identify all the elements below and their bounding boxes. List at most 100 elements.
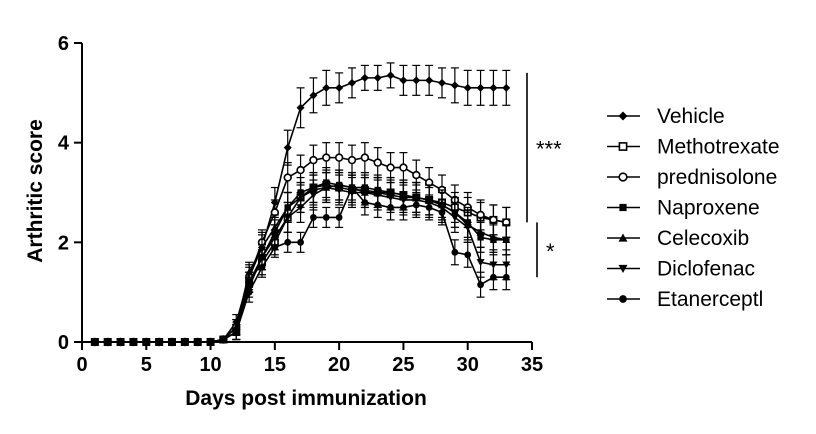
y-tick-label: 6	[58, 33, 69, 55]
legend-label: Etanerceptl	[657, 288, 763, 311]
data-point	[373, 158, 382, 167]
legend-marker	[618, 172, 628, 182]
x-tick-label: 20	[328, 354, 350, 376]
data-point	[477, 281, 484, 289]
data-point	[207, 338, 214, 346]
data-point	[117, 338, 124, 346]
data-point	[425, 204, 433, 211]
x-tick-label: 10	[199, 354, 221, 376]
data-point	[360, 73, 369, 82]
data-point	[463, 83, 472, 92]
y-tick-label: 4	[58, 133, 70, 155]
data-point	[322, 83, 331, 92]
legend-marker	[618, 111, 628, 121]
data-point	[373, 73, 382, 82]
legend-marker	[619, 295, 627, 303]
data-point	[220, 336, 227, 343]
data-point	[386, 163, 395, 172]
data-point	[502, 83, 511, 92]
data-point	[412, 201, 420, 209]
data-point	[476, 259, 485, 267]
data-point	[271, 243, 279, 251]
y-tick-label: 2	[58, 232, 69, 254]
legend: Vehicle Methotrexate prednisolone Naproxene…	[607, 105, 780, 311]
data-point	[348, 184, 356, 191]
data-point	[451, 248, 459, 256]
legend-marker	[618, 142, 628, 151]
data-point	[296, 204, 305, 212]
data-point	[297, 238, 304, 246]
series-diclofenac	[90, 171, 511, 346]
series-layer	[90, 62, 511, 347]
data-point	[258, 263, 266, 271]
data-point	[284, 238, 292, 246]
legend-item-diclofenac: Diclofenac	[607, 258, 755, 281]
data-point	[476, 228, 485, 236]
data-point	[489, 83, 498, 92]
y-tick-label: 0	[58, 332, 69, 354]
legend-label: Celecoxib	[657, 227, 749, 250]
x-tick-label: 5	[141, 354, 152, 376]
data-point	[463, 224, 472, 232]
data-point	[438, 209, 446, 216]
significance-label: *	[546, 239, 555, 264]
data-point	[464, 251, 472, 259]
data-point	[334, 153, 344, 162]
x-tick-label: 15	[264, 354, 286, 376]
data-point	[155, 338, 163, 346]
data-point	[361, 199, 369, 206]
data-point	[296, 165, 305, 175]
data-point	[374, 201, 382, 209]
data-point	[310, 214, 317, 221]
y-axis-title: Arthritic score	[24, 119, 47, 263]
data-point	[387, 204, 394, 211]
x-tick-label: 35	[521, 354, 543, 376]
legend-label: Naproxene	[657, 197, 760, 220]
data-point	[360, 153, 370, 162]
data-point	[335, 214, 343, 221]
legend-item-naproxene: Naproxene	[607, 197, 760, 220]
data-point	[142, 338, 150, 346]
legend-label: Vehicle	[657, 105, 725, 128]
data-point	[168, 338, 176, 346]
data-point	[347, 155, 357, 165]
data-point	[283, 173, 292, 182]
legend-marker	[619, 203, 627, 212]
data-point	[91, 338, 99, 346]
data-point	[399, 163, 408, 172]
data-point	[335, 83, 344, 92]
data-point	[412, 76, 421, 85]
legend-marker	[618, 264, 628, 273]
legend-item-etanerceptl: Etanerceptl	[607, 288, 763, 311]
data-point	[104, 338, 112, 346]
data-point	[425, 76, 434, 85]
x-tick-label: 25	[392, 354, 414, 376]
data-point	[309, 155, 318, 165]
legend-label: Diclofenac	[657, 258, 755, 281]
legend-marker	[618, 233, 628, 242]
data-point	[296, 103, 305, 112]
data-point	[399, 76, 408, 85]
x-tick-label: 30	[457, 354, 479, 376]
data-point	[502, 235, 511, 244]
data-point	[283, 214, 292, 222]
data-point	[309, 91, 318, 100]
data-point	[283, 143, 292, 152]
legend-item-methotrexate: Methotrexate	[607, 136, 780, 159]
data-point	[348, 78, 356, 87]
data-point	[489, 233, 498, 241]
data-point	[400, 204, 407, 211]
data-point	[476, 83, 485, 92]
data-point	[502, 273, 510, 281]
legend-item-celecoxib: Celecoxib	[607, 227, 749, 250]
data-point	[450, 214, 459, 222]
data-point	[322, 153, 331, 162]
series-etanerceptl	[91, 174, 511, 346]
legend-label: prednisolone	[657, 166, 777, 189]
data-point	[386, 71, 395, 80]
data-point	[232, 328, 240, 336]
data-point	[181, 338, 189, 346]
data-point	[130, 338, 137, 346]
legend-item-vehicle: Vehicle	[607, 105, 725, 128]
